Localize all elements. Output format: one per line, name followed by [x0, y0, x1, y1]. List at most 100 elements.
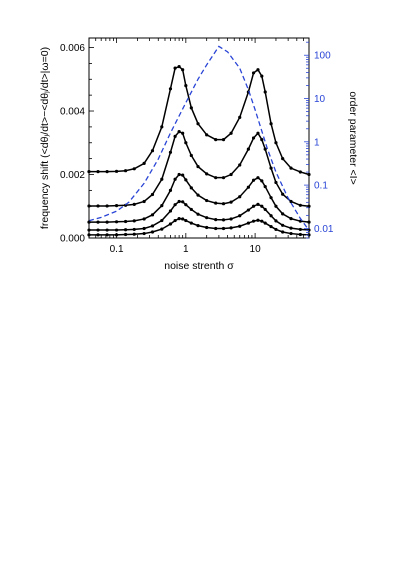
data-point [251, 136, 256, 140]
data-point [221, 202, 226, 206]
data-point [260, 179, 264, 183]
data-point [189, 153, 193, 158]
data-point [173, 203, 177, 207]
data-point [123, 232, 128, 237]
data-point [263, 147, 267, 151]
data-point [281, 157, 285, 161]
data-point [281, 212, 285, 216]
data-point [189, 186, 193, 190]
data-point [168, 222, 173, 226]
data-point [123, 169, 128, 173]
order-parameter-line [88, 45, 310, 231]
data-point [229, 226, 233, 230]
axis-ticks: 0.1 1 10 0.000 0.002 0.004 0.006 0.01 0.1 1 10 100 [60, 38, 334, 255]
data-point [205, 198, 209, 203]
data-point [196, 212, 200, 216]
data-point [256, 202, 260, 206]
y2-tick-label: 0.1 [314, 181, 328, 192]
data-point [256, 176, 260, 180]
data-point [181, 200, 185, 204]
data-point [214, 201, 218, 205]
data-point [269, 224, 273, 229]
data-point [184, 84, 188, 88]
y2-tick-label: 10 [314, 94, 326, 105]
data-point [269, 166, 273, 170]
data-point [105, 233, 109, 237]
series-line-3 [89, 173, 310, 223]
data-point [246, 185, 250, 189]
data-point [177, 217, 181, 221]
data-point [214, 176, 218, 180]
data-point [263, 221, 267, 225]
data-point [168, 150, 173, 154]
y2-tick-label: 0.01 [314, 224, 334, 235]
data-point [298, 170, 302, 174]
data-point [196, 224, 200, 228]
data-point [274, 141, 278, 145]
data-point [96, 220, 100, 224]
data-point [114, 204, 119, 208]
y-tick-label: 0.000 [60, 234, 85, 245]
data-point [105, 170, 109, 174]
data-point [221, 176, 226, 180]
data-point [251, 204, 256, 208]
data-point [221, 226, 226, 231]
data-point [184, 178, 188, 182]
data-point [256, 218, 260, 222]
data-point [205, 133, 209, 137]
data-point [132, 202, 136, 206]
data-point [160, 218, 164, 223]
data-point [263, 184, 267, 189]
data-point [168, 87, 173, 91]
data-point [289, 231, 293, 236]
x-tick-label: 10 [250, 244, 262, 255]
data-point [177, 64, 181, 69]
data-point [214, 217, 218, 222]
data-point [289, 217, 293, 221]
data-point [214, 137, 218, 142]
data-point [269, 122, 273, 126]
data-point [298, 227, 302, 232]
data-point [274, 227, 278, 232]
data-point [168, 209, 173, 213]
data-point [289, 166, 293, 170]
data-point [177, 130, 181, 134]
data-point [263, 207, 267, 212]
data-point [181, 173, 185, 177]
plot-frame [88, 37, 310, 239]
data-point [229, 131, 233, 135]
data-point [150, 224, 155, 228]
data-point [160, 177, 164, 181]
data-point [238, 214, 242, 218]
data-point [196, 164, 200, 169]
data-point [189, 106, 193, 110]
data-point [105, 204, 109, 208]
data-point [256, 68, 260, 72]
data-point [160, 204, 164, 208]
data-point [274, 204, 278, 208]
data-point [281, 192, 285, 196]
data-point [168, 188, 173, 192]
series-line-2 [89, 130, 310, 207]
x-axis-title: noise strenth σ [164, 260, 234, 272]
data-point [246, 221, 250, 225]
data-point [105, 228, 109, 232]
data-point [142, 161, 146, 165]
y-tick-label: 0.006 [60, 43, 85, 54]
data-point [189, 221, 193, 225]
data-point [229, 200, 233, 204]
x-tick-label: 1 [183, 244, 189, 255]
data-point [132, 227, 136, 232]
data-point [260, 74, 264, 78]
data-point [229, 217, 233, 221]
data-point [298, 203, 302, 207]
data-point [142, 231, 146, 236]
data-point [274, 219, 278, 223]
data-point [184, 203, 188, 207]
data-point [150, 230, 155, 234]
y-tick-label: 0.002 [60, 170, 85, 181]
data-point [132, 167, 136, 171]
x-tick-label: 0.1 [110, 244, 124, 255]
data-point [196, 193, 200, 197]
